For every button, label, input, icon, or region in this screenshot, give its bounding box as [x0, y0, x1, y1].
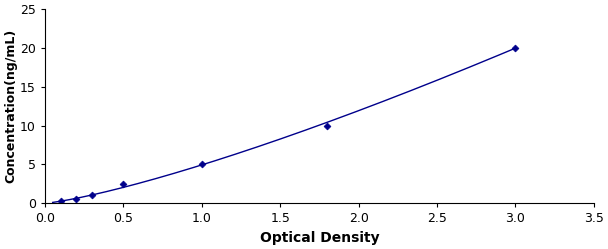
Y-axis label: Concentration(ng/mL): Concentration(ng/mL): [4, 29, 17, 183]
X-axis label: Optical Density: Optical Density: [260, 231, 379, 245]
